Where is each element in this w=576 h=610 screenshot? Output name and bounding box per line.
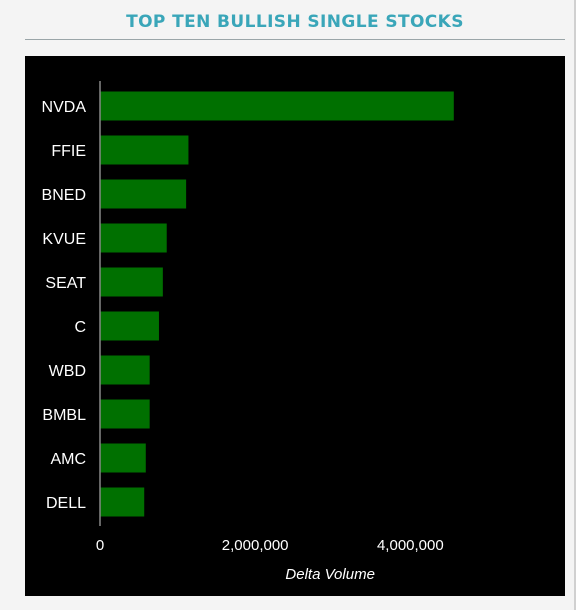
bar-wbd: [100, 355, 150, 385]
y-tick-label: NVDA: [42, 99, 87, 116]
y-tick-label: C: [74, 319, 86, 336]
y-tick-label: DELL: [46, 495, 86, 512]
x-tick-label: 0: [96, 537, 104, 554]
y-tick-label: FFIE: [51, 143, 86, 160]
title-divider: [25, 39, 565, 40]
x-tick-label: 4,000,000: [377, 537, 444, 554]
y-tick-label: WBD: [49, 363, 86, 380]
y-tick-label: BNED: [42, 187, 86, 204]
bar-bmbl: [100, 399, 150, 429]
page-edge: [574, 0, 576, 610]
y-tick-label: BMBL: [42, 407, 86, 424]
bar-bned: [100, 179, 187, 209]
bar-kvue: [100, 223, 167, 253]
bar-seat: [100, 267, 163, 297]
y-tick-label: SEAT: [45, 275, 86, 292]
x-tick-label: 2,000,000: [222, 537, 289, 554]
chart-title: TOP TEN BULLISH SINGLE STOCKS: [126, 12, 464, 32]
x-axis-label: Delta Volume: [285, 566, 375, 583]
bar-dell: [100, 487, 145, 517]
bar-nvda: [100, 91, 454, 121]
bar-ffie: [100, 135, 189, 165]
y-tick-label: KVUE: [42, 231, 86, 248]
bar-c: [100, 311, 159, 341]
bar-amc: [100, 443, 146, 473]
bar-chart: NVDA FFIE BNED KVUE SEAT C WBD BMBL AMC DELL 0 2,0…: [42, 81, 454, 583]
y-tick-label: AMC: [50, 451, 86, 468]
chart-panel: NVDA FFIE BNED KVUE SEAT C WBD BMBL AMC DELL 0 2,0…: [25, 56, 565, 596]
